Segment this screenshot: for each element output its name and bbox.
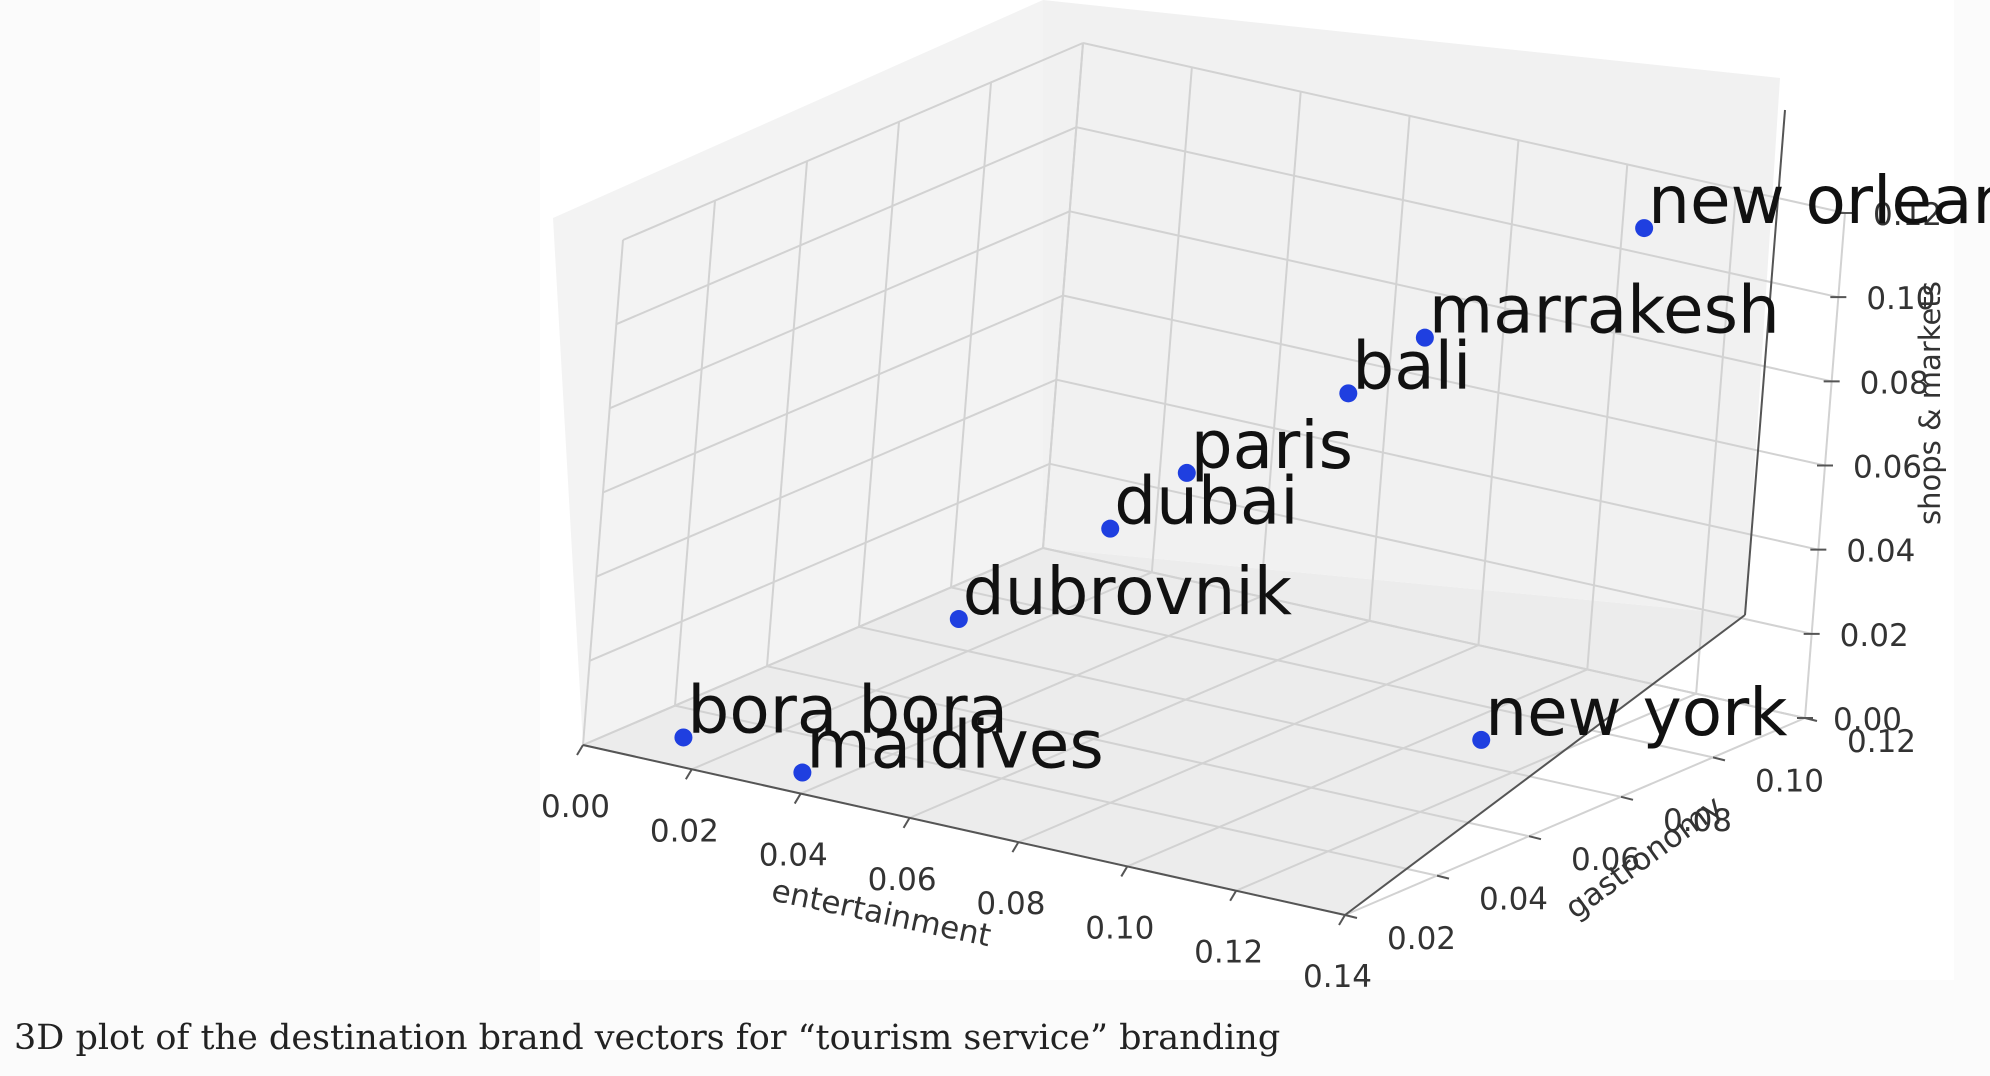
x-tick-label: 0.10 (1085, 910, 1154, 946)
z-tick-label: 0.06 (1853, 450, 1922, 486)
x-tick-label: 0.02 (650, 813, 719, 849)
point-label: new orleans (1648, 162, 1990, 239)
z-axis-line (1744, 109, 1786, 616)
point-label: bali (1352, 327, 1471, 404)
x-tick-mark (576, 744, 584, 756)
data-point (674, 728, 693, 747)
gridline (589, 462, 1051, 662)
point-label: dubai (1114, 463, 1298, 540)
z-tick-label: 0.02 (1840, 618, 1909, 654)
y-tick-label: 0.04 (1479, 882, 1548, 918)
gridline (615, 126, 1077, 326)
gridline (858, 625, 1622, 798)
x-tick-mark (1229, 890, 1238, 902)
x-tick-mark (1011, 841, 1020, 853)
left-pane (553, 0, 1043, 745)
x-tick-mark (1338, 914, 1346, 926)
gridline (1056, 378, 1819, 551)
y-tick-mark (1344, 914, 1358, 919)
x-tick-label: 0.14 (1303, 959, 1372, 995)
data-point (1415, 328, 1434, 347)
z-tick-label: 0.08 (1860, 365, 1929, 401)
y-tick-mark (1712, 756, 1726, 762)
y-tick-label: 0.12 (1847, 724, 1916, 760)
point-label: marrakesh (1429, 272, 1780, 349)
gridline (674, 704, 1438, 877)
y-tick-label: 0.02 (1387, 921, 1456, 957)
gridline (950, 586, 1714, 759)
axis-lines (582, 109, 1786, 916)
gridline (800, 595, 1262, 795)
z-tick-label: 0.04 (1846, 534, 1915, 570)
gridline (909, 619, 1370, 819)
grid-lines (582, 42, 1846, 916)
data-point (1177, 463, 1196, 482)
gridline (609, 210, 1071, 410)
gridline (582, 547, 1044, 746)
gridline (1344, 717, 1806, 916)
gridline (622, 42, 1084, 241)
gridline (1018, 644, 1479, 844)
data-point (793, 763, 812, 782)
y-axis-ticks: 0.02 0.04 0.06 0.08 0.10 0.12 (1344, 717, 1916, 957)
data-point (949, 610, 968, 629)
gridline (595, 378, 1057, 578)
z-tick-label: 0.12 (1873, 197, 1942, 233)
y-tick-label: 0.08 (1663, 803, 1732, 839)
gridline (1076, 126, 1839, 299)
gridline (1235, 692, 1697, 892)
y-tick-mark (1528, 835, 1542, 841)
point-label: paris (1191, 407, 1353, 484)
z-tick-label: 0.00 (1833, 702, 1902, 738)
x-tick-mark (902, 817, 911, 829)
z-axis-ticks: 0.00 0.02 0.04 0.06 0.08 0.10 0.12 (1797, 197, 1942, 738)
z-axis-label: shops & markets (1913, 281, 1947, 525)
axis-panes (553, 0, 1780, 915)
x-tick-label: 0.04 (759, 838, 828, 874)
x-axis-ticks: 0.00 0.02 0.04 0.06 0.08 0.10 0.12 0.14 (541, 744, 1372, 995)
x-tick-mark (1120, 865, 1129, 877)
gridline (1069, 210, 1832, 383)
x-tick-label: 0.06 (868, 862, 937, 898)
y-tick-mark (1436, 874, 1450, 880)
gridline (691, 571, 1153, 771)
gridline (1062, 294, 1826, 467)
data-point (1339, 384, 1358, 403)
gridline (766, 665, 1530, 838)
back-pane (1043, 0, 1780, 615)
point-label: maldives (806, 707, 1103, 784)
gridline (1042, 547, 1806, 719)
figure-caption: 3D plot of the destination brand vectors… (14, 1018, 1281, 1058)
data-point (1101, 519, 1120, 538)
point-label: dubrovnik (963, 553, 1293, 630)
gridline (1082, 42, 1846, 214)
x-tick-mark (684, 768, 693, 780)
data-point (1635, 219, 1654, 238)
x-tick-mark (793, 793, 802, 805)
x-tick-label: 0.00 (541, 789, 610, 825)
gridline (1049, 462, 1812, 635)
x-axis-line (582, 744, 1346, 916)
gridline (602, 294, 1064, 494)
point-label: bora bora (687, 671, 1008, 748)
data-point (1472, 730, 1491, 749)
y-tick-label: 0.06 (1571, 842, 1640, 878)
y-tick-label: 0.10 (1755, 763, 1824, 799)
x-tick-label: 0.08 (976, 886, 1045, 922)
y-axis-line (1344, 614, 1746, 916)
x-tick-label: 0.12 (1194, 935, 1263, 971)
y-tick-mark (1620, 795, 1634, 801)
point-label: new york (1485, 674, 1788, 751)
gridline (1126, 668, 1588, 868)
z-tick-label: 0.10 (1866, 281, 1935, 317)
